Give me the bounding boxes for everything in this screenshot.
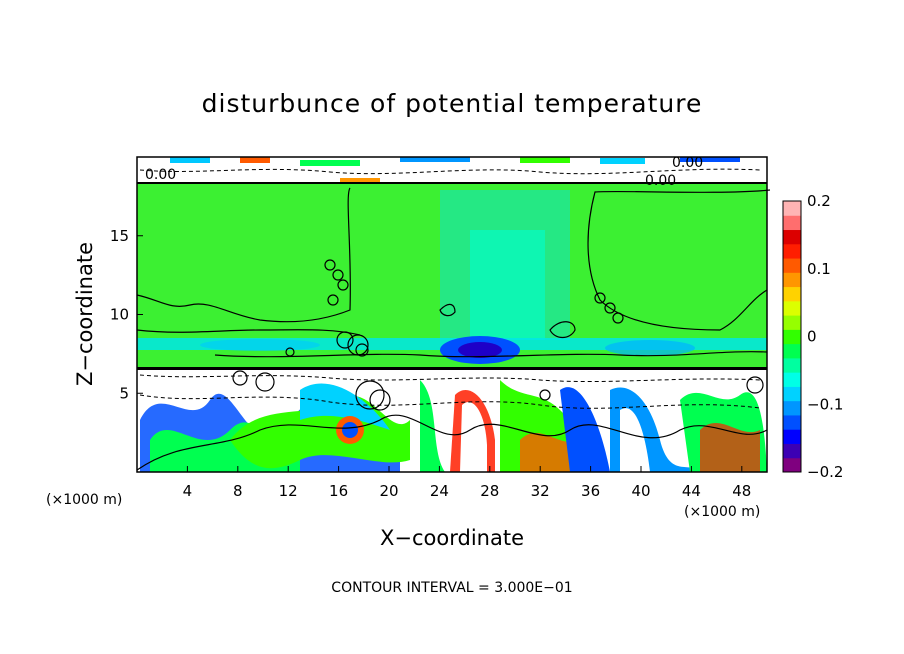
x-tick-label: 16 [329, 482, 348, 500]
contour-lines [136, 187, 771, 471]
y-tick-label: 15 [110, 227, 129, 245]
colorbar-tick-label: 0.2 [807, 192, 831, 210]
x-tick-label: 20 [379, 482, 398, 500]
colorbar-tick-label: 0 [807, 328, 817, 346]
contour-label: 0.00 [645, 173, 676, 189]
x-tick-label: 32 [531, 482, 550, 500]
x-tick-label: 40 [631, 482, 650, 500]
colorbar-swatch [783, 300, 801, 316]
y-axis-title: Z−coordinate [73, 242, 97, 386]
colorbar-ticks: 0.2 0.1 0 −0.1 −0.2 [807, 192, 843, 481]
y-tick-label: 10 [110, 306, 129, 324]
colorbar-swatch [783, 400, 801, 416]
x-unit-label-left: (×1000 m) [46, 492, 122, 508]
contour-label: 0.00 [145, 167, 176, 183]
y-axis-ticks: 5 10 15 [110, 227, 143, 402]
x-tick-label: 28 [480, 482, 499, 500]
contour-label: 0.00 [672, 155, 703, 171]
x-axis-ticks: 4 8 12 16 20 24 28 32 36 40 44 48 [183, 466, 751, 500]
colorbar-swatch [783, 215, 801, 231]
x-tick-label: 4 [183, 482, 193, 500]
colorbar-swatch [783, 357, 801, 373]
x-tick-label: 36 [581, 482, 600, 500]
colorbar-tick-label: 0.1 [807, 260, 831, 278]
colorbar-swatch [783, 343, 801, 359]
colorbar [782, 200, 802, 473]
colorbar-swatch [783, 229, 801, 245]
colorbar-swatch [783, 272, 801, 288]
colorbar-swatch [783, 457, 801, 473]
colorbar-swatch [783, 243, 801, 259]
colorbar-swatch [783, 286, 801, 302]
contour-dashed-lines [139, 168, 761, 409]
colorbar-swatch [783, 386, 801, 402]
colorbar-swatch [783, 414, 801, 430]
y-tick-label: 5 [119, 384, 129, 402]
x-tick-label: 24 [430, 482, 449, 500]
x-unit-label-right: (×1000 m) [684, 504, 760, 520]
colorbar-swatch [783, 258, 801, 273]
colorbar-swatch [783, 329, 801, 345]
x-tick-label: 48 [732, 482, 751, 500]
colorbar-tick-label: −0.1 [807, 395, 843, 413]
colorbar-swatch [783, 315, 801, 330]
chart-title: disturbunce of potential temperature [202, 89, 703, 118]
x-tick-label: 12 [279, 482, 298, 500]
colorbar-swatch [783, 429, 801, 444]
x-tick-label: 8 [233, 482, 243, 500]
colorbar-swatch [783, 201, 801, 216]
colorbar-swatch [783, 443, 801, 459]
x-tick-label: 44 [682, 482, 701, 500]
contour-small-loops [232, 259, 764, 411]
colorbar-swatch [783, 372, 801, 387]
contour-interval-note: CONTOUR INTERVAL = 3.000E−01 [331, 580, 572, 596]
colorbar-frame [782, 200, 802, 473]
x-axis-title: X−coordinate [380, 526, 524, 550]
potential-temperature-field [137, 157, 767, 472]
colorbar-tick-label: −0.2 [807, 463, 843, 481]
